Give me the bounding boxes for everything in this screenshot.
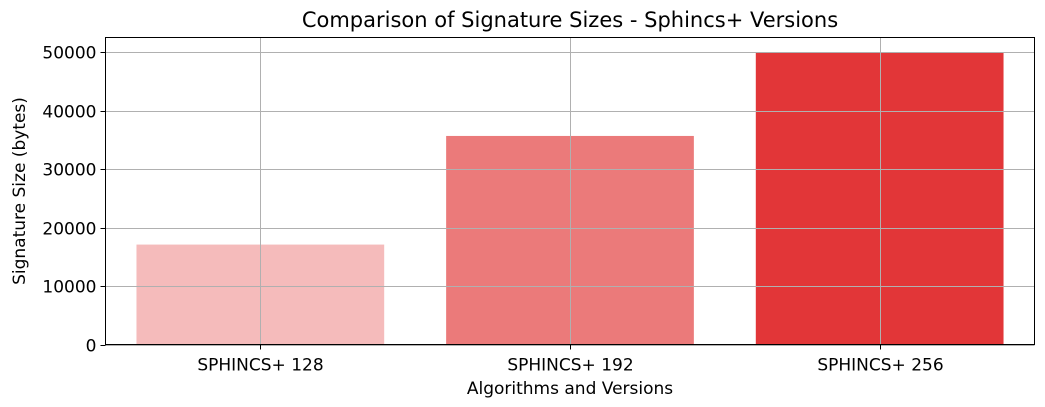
y-axis-ticks: 0 10000 20000 30000 40000 50000 — [42, 44, 106, 357]
x-axis-label: Algorithms and Versions — [467, 379, 673, 399]
x-tick-label: SPHINCS+ 256 — [817, 356, 943, 376]
chart-title: Comparison of Signature Sizes - Sphincs+… — [302, 8, 838, 32]
x-axis-ticks: SPHINCS+ 128 SPHINCS+ 192 SPHINCS+ 256 — [197, 344, 944, 376]
y-tick-label: 40000 — [42, 103, 96, 123]
x-tick-label: SPHINCS+ 192 — [507, 356, 633, 376]
y-tick-label: 0 — [86, 337, 97, 357]
bar — [755, 52, 1004, 345]
x-tick-label: SPHINCS+ 128 — [197, 356, 323, 376]
y-tick-label: 20000 — [42, 220, 96, 240]
y-tick-label: 50000 — [42, 44, 96, 64]
y-axis-label: Signature Size (bytes) — [10, 97, 30, 285]
y-tick-label: 10000 — [42, 278, 96, 298]
y-tick-label: 30000 — [42, 161, 96, 181]
